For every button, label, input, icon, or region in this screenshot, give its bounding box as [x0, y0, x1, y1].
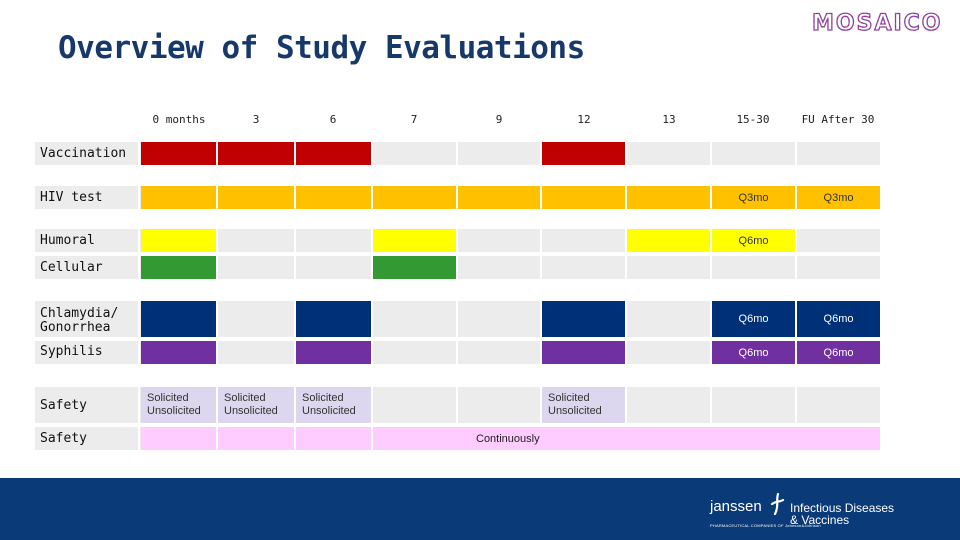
col-header-6: 6: [329, 113, 337, 126]
col-header-fu-after-30: FU After 30: [801, 113, 875, 126]
safety-3: Solicited Unsolicited: [218, 387, 294, 423]
chlamydia-15-30: Q6mo: [712, 301, 795, 337]
col-header-15-30: 15-30: [736, 113, 770, 126]
syphilis-0: [141, 341, 216, 364]
row-label-hiv: HIV test: [40, 190, 103, 205]
syphilis-15-30: Q6mo: [712, 341, 795, 364]
chlamydia-0: [141, 301, 216, 337]
hiv-3: [218, 186, 294, 209]
janssen-mark-icon: [770, 492, 785, 516]
logo-text: MOSAICO: [812, 11, 943, 35]
janssen-brand: janssen: [710, 498, 762, 515]
hiv-fu: Q3mo: [797, 186, 880, 209]
row-label-vaccination: Vaccination: [40, 146, 127, 161]
col-header-12: 12: [577, 113, 591, 126]
vaccination-7: [373, 142, 456, 165]
row-label-safety-2: Safety: [40, 431, 87, 446]
syphilis-12: [542, 341, 625, 364]
vaccination-6: [296, 142, 371, 165]
hiv-12: [542, 186, 625, 209]
chlamydia-6: [296, 301, 371, 337]
syphilis-3: [218, 341, 294, 364]
cellular-0: [141, 256, 216, 279]
janssen-tagline: PHARMACEUTICAL COMPANIES OF Johnson&John…: [710, 523, 821, 528]
humoral-12: [542, 229, 625, 252]
hiv-13: [627, 186, 710, 209]
grid-lines: [0, 0, 960, 478]
row-label-safety-1: Safety: [40, 398, 87, 413]
vaccination-12: [542, 142, 625, 165]
hiv-0: [141, 186, 216, 209]
row-label-chlamydia: Chlamydia/ Gonorrhea: [40, 306, 119, 335]
syphilis-6: [296, 341, 371, 364]
syphilis-fu: Q6mo: [797, 341, 880, 364]
hiv-7: [373, 186, 456, 209]
hiv-6: [296, 186, 371, 209]
col-header-3: 3: [252, 113, 260, 126]
humoral-3: [218, 229, 294, 252]
janssen-logo: janssen Infectious Diseases & Vaccines P…: [710, 492, 900, 532]
safety-6: Solicited Unsolicited: [296, 387, 371, 423]
cellular-3: [218, 256, 294, 279]
mosaico-logo: MOSAICO MOSAICO: [812, 10, 943, 35]
col-header-7: 7: [410, 113, 418, 126]
chlamydia-7: [373, 301, 456, 337]
safety-continuous-bar: [141, 427, 880, 450]
janssen-division: Infectious Diseases & Vaccines: [790, 501, 895, 527]
footer-bar: [0, 478, 960, 540]
hiv-15-30: Q3mo: [712, 186, 795, 209]
syphilis-7: [373, 341, 456, 364]
col-header-9: 9: [495, 113, 503, 126]
cellular-6: [296, 256, 371, 279]
safety-7: [373, 387, 456, 423]
humoral-13: [627, 229, 710, 252]
safety-0: Solicited Unsolicited: [141, 387, 216, 423]
page-title: Overview of Study Evaluations: [58, 30, 585, 66]
vaccination-0: [141, 142, 216, 165]
vaccination-3: [218, 142, 294, 165]
humoral-7: [373, 229, 456, 252]
chlamydia-3: [218, 301, 294, 337]
row-label-cellular: Cellular: [40, 260, 103, 275]
cellular-7: [373, 256, 456, 279]
humoral-6: [296, 229, 371, 252]
logo-text-accent: MOSAICO: [812, 11, 943, 35]
chlamydia-fu: Q6mo: [797, 301, 880, 337]
col-header-0-months: 0 months: [152, 113, 206, 126]
vaccination-9: [458, 142, 540, 165]
row-label-humoral: Humoral: [40, 233, 95, 248]
col-header-13: 13: [662, 113, 676, 126]
row-label-syphilis: Syphilis: [40, 344, 103, 359]
safety-12: Solicited Unsolicited: [542, 387, 625, 423]
hiv-9: [458, 186, 540, 209]
chlamydia-12: [542, 301, 625, 337]
safety-9: [458, 387, 540, 423]
humoral-0: [141, 229, 216, 252]
syphilis-9: [458, 341, 540, 364]
humoral-15-30: Q6mo: [712, 229, 795, 252]
chlamydia-9: [458, 301, 540, 337]
safety-continuous-label: Continuously: [476, 433, 540, 445]
humoral-9: [458, 229, 540, 252]
